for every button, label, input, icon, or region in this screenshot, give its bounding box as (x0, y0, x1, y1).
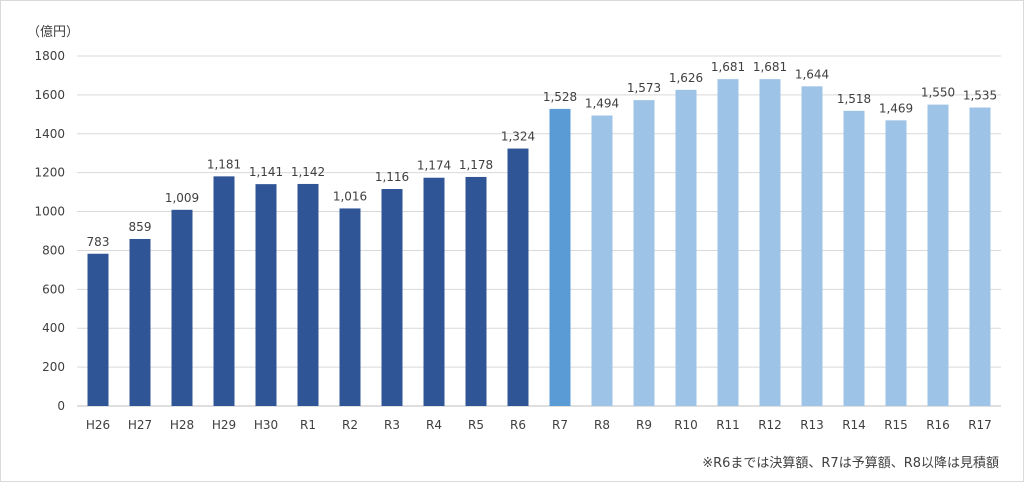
bar (843, 110, 865, 406)
data-label: 1,550 (921, 86, 955, 100)
x-tick-label: R7 (552, 418, 568, 432)
bar (465, 176, 487, 406)
data-label: 1,174 (417, 159, 451, 173)
data-label: 1,016 (333, 189, 367, 203)
x-tick-label: H26 (86, 418, 110, 432)
bars (87, 79, 991, 407)
data-label: 1,644 (795, 67, 829, 81)
data-label: 1,518 (837, 92, 871, 106)
y-axis-tick-labels: 0 200 400 600 800 1000 1200 1400 1600 1800 (34, 49, 65, 413)
x-tick-label: R6 (510, 418, 526, 432)
bar (717, 79, 739, 406)
bar (885, 120, 907, 406)
y-tick-label: 800 (42, 243, 65, 257)
bar (969, 107, 991, 407)
data-label: 1,141 (249, 165, 283, 179)
bar (591, 115, 613, 406)
x-tick-label: R15 (884, 418, 908, 432)
x-tick-label: R14 (842, 418, 866, 432)
data-label: 1,528 (543, 90, 577, 104)
bar (339, 208, 361, 406)
bar (297, 183, 319, 406)
y-tick-label: 1400 (34, 127, 65, 141)
data-label: 783 (87, 235, 110, 249)
data-label: 1,142 (291, 165, 325, 179)
data-label: 1,178 (459, 158, 493, 172)
x-tick-label: R17 (968, 418, 992, 432)
bar (633, 100, 655, 406)
bar (507, 148, 529, 407)
bar (213, 176, 235, 406)
data-label: 1,626 (669, 71, 703, 85)
bar (927, 104, 949, 406)
data-label: 1,681 (753, 60, 787, 74)
x-tick-label: R2 (342, 418, 358, 432)
x-tick-label: R5 (468, 418, 484, 432)
bar (129, 238, 151, 406)
data-label: 1,681 (711, 60, 745, 74)
data-label: 1,324 (501, 130, 535, 144)
footnote: ※R6までは決算額、R7は予算額、R8以降は見積額 (702, 456, 999, 471)
data-label: 1,573 (627, 81, 661, 95)
bar (171, 209, 193, 406)
bar (549, 108, 571, 406)
data-labels: 783 859 1,009 1,181 1,141 1,142 1,016 1,116 1,17… (87, 60, 998, 249)
x-tick-label: H29 (212, 418, 236, 432)
bar (423, 177, 445, 406)
x-tick-label: R3 (384, 418, 400, 432)
bar (255, 184, 277, 406)
y-tick-label: 1600 (34, 88, 65, 102)
y-axis-unit-label: （億円） (27, 25, 80, 40)
y-tick-label: 600 (42, 282, 65, 296)
y-tick-label: 1800 (34, 49, 65, 63)
y-tick-label: 0 (57, 399, 65, 413)
x-tick-label: H30 (254, 418, 278, 432)
data-label: 1,181 (207, 157, 241, 171)
bar (381, 189, 403, 406)
x-tick-label: R10 (674, 418, 698, 432)
x-tick-label: R11 (716, 418, 740, 432)
bar (759, 79, 781, 406)
x-tick-label: R12 (758, 418, 782, 432)
y-tick-label: 1200 (34, 166, 65, 180)
y-tick-label: 400 (42, 321, 65, 335)
x-tick-label: R9 (636, 418, 652, 432)
data-label: 1,469 (879, 101, 913, 115)
x-tick-label: R4 (426, 418, 442, 432)
bar (87, 253, 109, 406)
x-axis-tick-labels: H26 H27 H28 H29 H30 R1 R2 R3 R4 R5 R6 R7 R8 R9 R10 R11 R… (86, 418, 992, 432)
x-tick-label: H28 (170, 418, 194, 432)
bar (801, 86, 823, 406)
y-tick-label: 1000 (34, 205, 65, 219)
data-label: 859 (129, 220, 152, 234)
data-label: 1,494 (585, 97, 619, 111)
x-tick-label: R8 (594, 418, 610, 432)
data-label: 1,535 (963, 89, 997, 103)
x-tick-label: R16 (926, 418, 950, 432)
data-label: 1,009 (165, 191, 199, 205)
y-tick-label: 200 (42, 360, 65, 374)
x-tick-label: H27 (128, 418, 152, 432)
x-tick-label: R1 (300, 418, 316, 432)
data-label: 1,116 (375, 170, 409, 184)
bar (675, 89, 697, 406)
x-tick-label: R13 (800, 418, 824, 432)
